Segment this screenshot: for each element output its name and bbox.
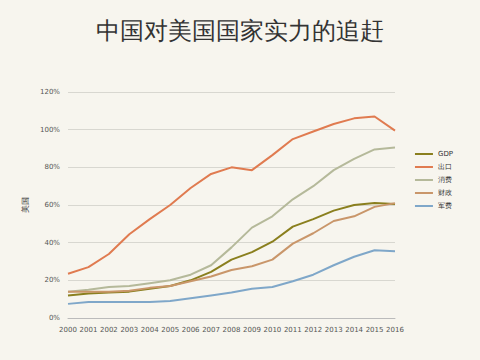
svg-text:2015: 2015 <box>366 326 384 334</box>
svg-text:中国对美国国家实力的追赶: 中国对美国国家实力的追赶 <box>96 17 384 45</box>
svg-text:2011: 2011 <box>284 326 302 334</box>
svg-text:2002: 2002 <box>100 326 118 334</box>
svg-text:40%: 40% <box>44 239 60 247</box>
svg-text:出口: 出口 <box>438 163 452 171</box>
svg-text:2009: 2009 <box>243 326 261 334</box>
svg-text:2010: 2010 <box>263 326 281 334</box>
svg-text:20%: 20% <box>44 276 60 284</box>
svg-text:0%: 0% <box>49 314 60 322</box>
svg-text:2005: 2005 <box>161 326 179 334</box>
svg-text:2014: 2014 <box>345 326 363 334</box>
svg-text:2012: 2012 <box>304 326 322 334</box>
svg-text:2006: 2006 <box>182 326 200 334</box>
svg-text:2013: 2013 <box>325 326 343 334</box>
svg-text:2016: 2016 <box>386 326 404 334</box>
svg-text:美国: 美国 <box>21 197 30 213</box>
svg-text:60%: 60% <box>44 201 60 209</box>
svg-text:2001: 2001 <box>80 326 98 334</box>
svg-text:消费: 消费 <box>438 176 452 184</box>
svg-text:2000: 2000 <box>59 326 77 334</box>
svg-text:2007: 2007 <box>202 326 220 334</box>
svg-text:2008: 2008 <box>223 326 241 334</box>
svg-text:80%: 80% <box>44 163 60 171</box>
svg-text:120%: 120% <box>40 88 60 96</box>
svg-text:财政: 财政 <box>438 189 452 197</box>
svg-text:GDP: GDP <box>438 150 453 158</box>
svg-text:军费: 军费 <box>438 202 452 210</box>
svg-text:100%: 100% <box>40 126 60 134</box>
svg-text:2003: 2003 <box>120 326 138 334</box>
svg-text:2004: 2004 <box>141 326 159 334</box>
